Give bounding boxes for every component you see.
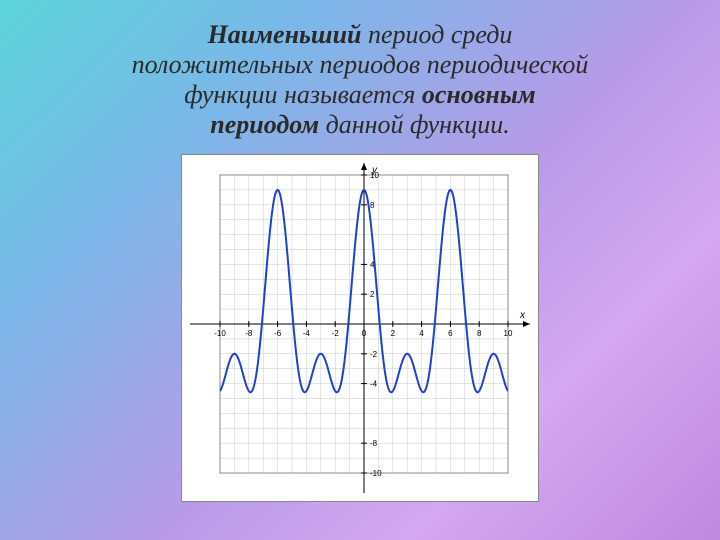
title-plain-3: функции называется <box>184 80 422 109</box>
periodic-function-chart: -10-8-6-4-20246810-10-8-4-224810ух <box>190 163 530 493</box>
svg-text:8: 8 <box>370 201 375 210</box>
svg-text:6: 6 <box>448 329 453 338</box>
title-bold-3: основным <box>422 80 536 109</box>
slide: Наименьший период среди положительных пе… <box>0 0 720 540</box>
svg-text:8: 8 <box>477 329 482 338</box>
title-line-4: периодом данной функции. <box>40 110 680 140</box>
svg-text:0: 0 <box>362 329 367 338</box>
title-block: Наименьший период среди положительных пе… <box>40 20 680 140</box>
title-line-1: Наименьший период среди <box>40 20 680 50</box>
title-line-2: положительных периодов периодической <box>40 50 680 80</box>
svg-text:4: 4 <box>419 329 424 338</box>
svg-text:-2: -2 <box>370 350 378 359</box>
svg-text:-8: -8 <box>245 329 253 338</box>
svg-text:-10: -10 <box>214 329 226 338</box>
svg-text:-10: -10 <box>370 469 382 478</box>
svg-text:10: 10 <box>504 329 513 338</box>
title-bold-1: Наименьший <box>208 20 362 49</box>
svg-text:-2: -2 <box>332 329 340 338</box>
svg-text:-4: -4 <box>303 329 311 338</box>
svg-text:-4: -4 <box>370 380 378 389</box>
title-bold-4: периодом <box>210 110 319 139</box>
svg-text:2: 2 <box>391 329 396 338</box>
svg-text:у: у <box>371 165 378 176</box>
chart-frame: -10-8-6-4-20246810-10-8-4-224810ух <box>181 154 539 502</box>
title-rest-4: данной функции. <box>319 110 510 139</box>
svg-text:-8: -8 <box>370 439 378 448</box>
title-rest-1: период среди <box>362 20 513 49</box>
svg-text:2: 2 <box>370 290 375 299</box>
title-line-3: функции называется основным <box>40 80 680 110</box>
svg-text:-6: -6 <box>274 329 282 338</box>
svg-text:х: х <box>519 310 526 321</box>
